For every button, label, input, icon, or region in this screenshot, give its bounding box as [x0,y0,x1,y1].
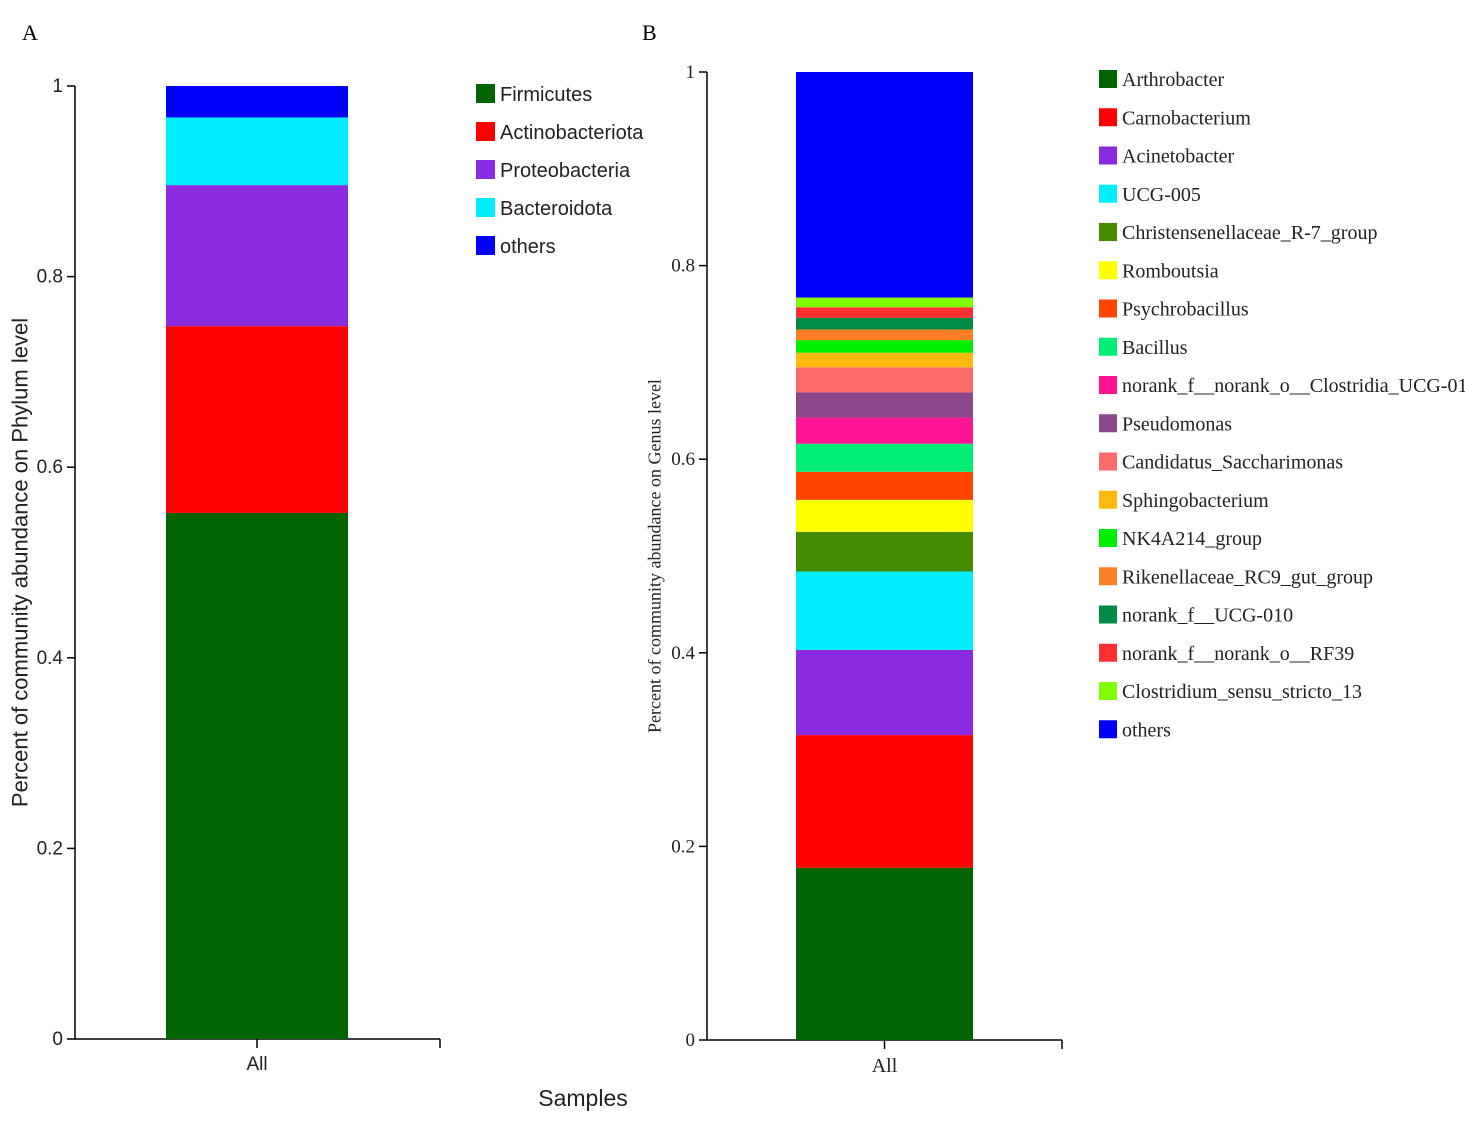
y-tick-label: 0.4 [671,643,695,664]
legend-label: Pseudomonas [1122,413,1232,435]
bar-segment [166,117,348,186]
legend-label: Carnobacterium [1122,107,1251,129]
panel-b-label: B [642,20,657,45]
y-tick-label: 0.8 [37,267,63,288]
legend-swatch [1099,223,1117,241]
legend-label: Bacteroidota [500,198,613,220]
bar-segment [796,329,973,341]
legend-swatch [476,160,495,179]
legend-swatch [476,122,495,141]
bar-segment [796,72,973,298]
legend-label: norank_f__UCG-010 [1122,605,1293,627]
legend-swatch [1099,146,1117,165]
phylum-stacked-bar-chart: 0 0.2 0.4 0.6 0.8 1 Percent of community abund… [8,76,645,1075]
genus-stacked-bar-chart: 0 0.2 0.4 0.6 0.8 1 Percent of community abund… [644,62,1465,1077]
bar-segment [796,352,973,368]
legend-swatch [476,198,495,217]
legend-label: Arthrobacter [1122,69,1225,91]
legend-label: NK4A214_group [1122,528,1262,550]
legend-swatch [1099,720,1117,739]
y-tick-label: 0.6 [671,449,695,470]
y-tick-label: 0.2 [37,838,63,859]
legend-swatch [1099,490,1117,509]
legend-label: Christensenellaceae_R-7_group [1122,222,1377,244]
bar-segment [796,297,973,308]
legend-label: Acinetobacter [1122,146,1234,168]
bar-segment [796,417,973,444]
legend-label: norank_f__norank_o__Clostridia_UCG-014 [1122,375,1465,397]
x-tick-label: All [246,1054,267,1075]
bar-segment [796,340,973,353]
x-tick-label: All [872,1055,898,1077]
y-axis-label: Percent of community abundance on Phylum… [8,318,33,807]
legend-swatch [476,236,495,255]
legend-label: Romboutsia [1122,260,1219,282]
legend-swatch [1099,70,1117,88]
legend-swatch [1099,529,1117,547]
bar-segment [166,86,348,118]
bar-segment [796,531,973,572]
legend-swatch [1099,184,1117,203]
y-tick-label: 0.6 [37,457,63,478]
legend-swatch [1099,682,1117,700]
y-tick-label: 1 [52,76,63,97]
bar-segment [796,317,973,330]
bar-segment [796,867,973,1040]
legend-swatch [1099,337,1117,356]
bar-segment [796,499,973,532]
legend-label: Actinobacteriota [500,122,644,144]
x-axis-title: Samples [538,1085,627,1111]
bar-segment [796,367,973,393]
bar-segment [796,307,973,318]
bar-segment [166,185,348,327]
bar-segment [796,471,973,500]
legend-label: Candidatus_Saccharimonas [1122,452,1343,474]
legend-swatch [1099,376,1117,394]
bar-segment [796,443,973,472]
legend-label: others [500,236,556,258]
legend-label: Rikenellaceae_RC9_gut_group [1122,566,1373,588]
legend-swatch [1099,605,1117,624]
legend-swatch [1099,452,1117,471]
bar-segment [166,326,348,513]
y-tick-label: 0.2 [671,836,695,857]
legend-swatch [1099,261,1117,280]
y-tick-label: 0 [686,1030,696,1051]
legend-label: Bacillus [1122,337,1188,359]
bar-segment [796,571,973,650]
y-tick-label: 0 [52,1029,63,1050]
legend-swatch [1099,299,1117,318]
legend-swatch [1099,414,1117,433]
legend-label: others [1122,719,1171,741]
legend-label: norank_f__norank_o__RF39 [1122,643,1354,665]
legend-label: Psychrobacillus [1122,299,1249,321]
legend-swatch [1099,567,1117,586]
y-tick-label: 1 [686,62,696,83]
bar-segment [166,512,348,1039]
legend-label: Firmicutes [500,84,592,106]
legend-swatch [1099,643,1117,662]
bar-segment [796,649,973,736]
legend-label: UCG-005 [1122,184,1201,206]
legend-swatch [476,84,495,103]
y-tick-label: 0.4 [37,648,64,669]
legend-swatch [1099,108,1117,127]
bar-segment [796,735,973,868]
y-tick-label: 0.8 [671,256,695,277]
legend-label: Sphingobacterium [1122,490,1269,512]
legend-label: Proteobacteria [500,160,631,182]
bar-segment [796,392,973,418]
panel-a-label: A [22,20,38,45]
y-axis-label: Percent of community abundance on Genus … [644,379,664,733]
legend-label: Clostridium_sensu_stricto_13 [1122,681,1362,703]
